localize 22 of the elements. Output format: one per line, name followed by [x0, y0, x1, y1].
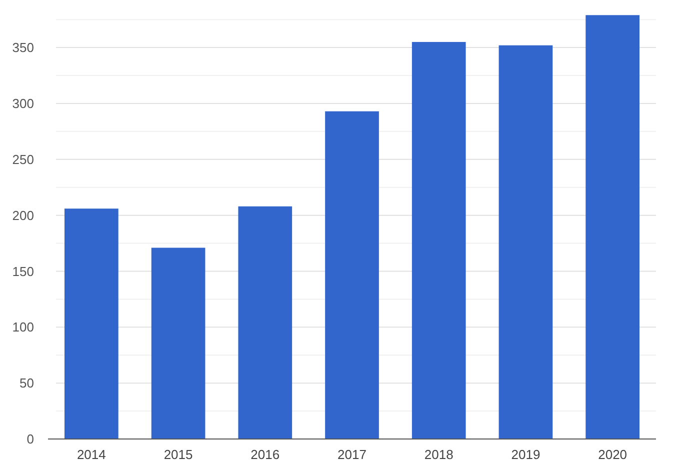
y-tick-label: 150 — [12, 264, 34, 279]
x-tick-label: 2016 — [250, 447, 280, 462]
x-tick-label: 2015 — [164, 447, 193, 462]
y-tick-label: 250 — [12, 152, 34, 167]
bar — [151, 248, 206, 439]
bar — [238, 206, 292, 439]
x-tick-label: 2019 — [511, 447, 540, 462]
bar — [412, 42, 466, 439]
y-tick-label: 300 — [12, 96, 34, 112]
y-tick-label: 200 — [12, 208, 34, 223]
x-tick-label: 2017 — [338, 447, 366, 462]
bar — [325, 111, 379, 439]
y-tick-label: 100 — [12, 320, 34, 335]
bar — [64, 208, 118, 439]
x-tick-label: 2018 — [424, 447, 454, 462]
x-tick-label: 2014 — [76, 447, 106, 462]
y-tick-label: 350 — [12, 40, 34, 56]
x-tick-label: 2020 — [598, 447, 628, 462]
bar — [498, 45, 553, 439]
y-tick-label: 0 — [26, 432, 34, 447]
y-tick-label: 50 — [20, 376, 34, 391]
bar — [586, 15, 640, 439]
